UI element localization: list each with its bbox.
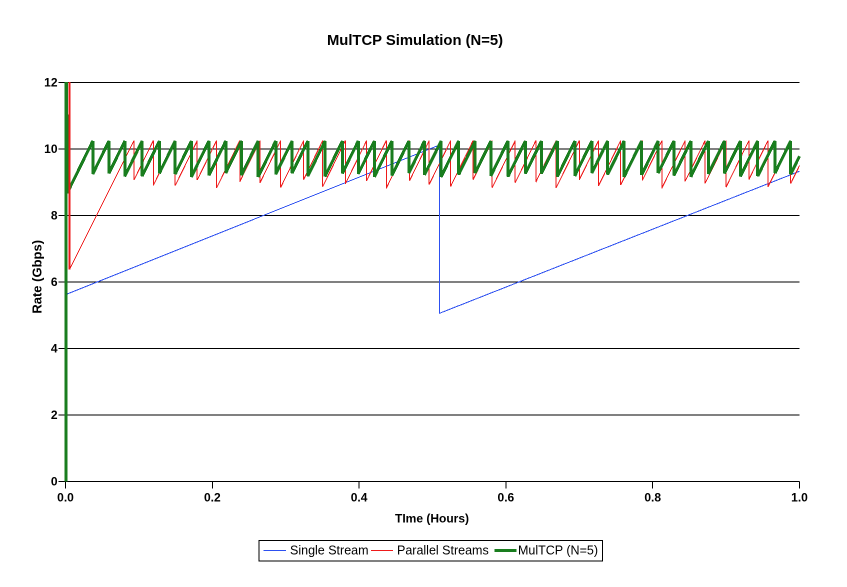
svg-text:0: 0 [51,475,58,489]
svg-text:0.6: 0.6 [498,491,515,505]
svg-text:4: 4 [51,342,58,356]
svg-text:1.0: 1.0 [791,491,808,505]
svg-text:0.8: 0.8 [644,491,661,505]
svg-text:12: 12 [44,76,58,90]
svg-text:Single Stream: Single Stream [290,544,369,558]
svg-text:8: 8 [51,209,58,223]
svg-text:MulTCP Simulation (N=5): MulTCP Simulation (N=5) [327,33,503,49]
svg-text:TIme (Hours): TIme (Hours) [395,512,469,526]
svg-text:10: 10 [44,142,58,156]
svg-text:0.0: 0.0 [57,491,74,505]
svg-text:MulTCP (N=5): MulTCP (N=5) [518,544,598,558]
svg-text:Parallel Streams: Parallel Streams [397,544,489,558]
svg-text:0.4: 0.4 [351,491,368,505]
svg-text:6: 6 [51,275,58,289]
svg-text:Rate (Gbps): Rate (Gbps) [30,240,45,314]
svg-text:0.2: 0.2 [204,491,221,505]
svg-text:2: 2 [51,408,58,422]
